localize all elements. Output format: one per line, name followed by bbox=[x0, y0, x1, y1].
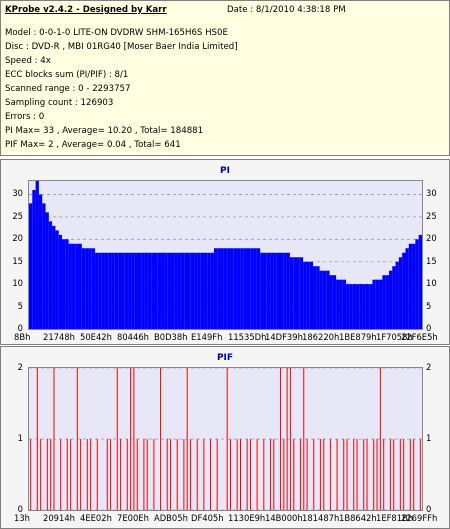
x-tick-label: 11535Dh bbox=[228, 332, 267, 342]
x-tick-label: 1EF81Bh bbox=[376, 513, 414, 523]
x-tick-label: 50E42h bbox=[80, 332, 112, 342]
x-tick-label: 1130E9h bbox=[228, 513, 266, 523]
y-tick-label: 2 bbox=[17, 362, 23, 372]
y-tick-label: 0 bbox=[17, 323, 23, 333]
pif-chart bbox=[29, 368, 422, 510]
y-tick-label: 5 bbox=[17, 300, 23, 311]
x-tick-label: 181487h bbox=[302, 513, 340, 523]
y-tick-label: 0 bbox=[426, 323, 432, 333]
y-tick-label: 1 bbox=[426, 433, 432, 443]
x-tick-label: 1F7058h bbox=[376, 332, 413, 342]
model-line: Model : 0-0-1-0 LITE-ON DVDRW SHM-165H6S… bbox=[5, 28, 228, 38]
y-tick-label: 20 bbox=[12, 233, 23, 244]
pif-plot-area bbox=[28, 367, 423, 511]
pif-chart-panel: PIF 2 1 0 2 1 0 13h 20914h 4EE02h 7E00Eh ADB05h D… bbox=[0, 346, 450, 529]
x-tick-label: 22F6E5h bbox=[401, 332, 438, 342]
x-tick-label: 2269FFh bbox=[401, 513, 438, 523]
errors-line: Errors : 0 bbox=[5, 112, 45, 122]
pi-chart-title: PI bbox=[220, 166, 230, 176]
pif-summary-line: PIF Max= 2 , Average= 0.04 , Total= 641 bbox=[5, 140, 181, 150]
x-tick-label: 20914h bbox=[43, 513, 75, 523]
x-tick-label: E149Fh bbox=[191, 332, 223, 342]
ecc-line: ECC blocks sum (PI/PIF) : 8/1 bbox=[5, 70, 129, 80]
x-tick-label: 80446h bbox=[117, 332, 149, 342]
y-tick-label: 20 bbox=[426, 233, 437, 244]
y-tick-label: 10 bbox=[426, 278, 437, 289]
y-tick-label: 30 bbox=[426, 188, 437, 199]
x-tick-label: B0D38h bbox=[154, 332, 188, 342]
x-tick-label: ADB05h bbox=[154, 513, 188, 523]
y-tick-label: 10 bbox=[12, 278, 23, 289]
app-title: KProbe v2.4.2 - Designed by Karr bbox=[5, 5, 167, 15]
scanned-range-line: Scanned range : 0 - 2293757 bbox=[5, 84, 131, 94]
pi-plot-area bbox=[28, 180, 423, 330]
info-panel: KProbe v2.4.2 - Designed by Karr Date : … bbox=[0, 0, 450, 156]
speed-line: Speed : 4x bbox=[5, 56, 51, 66]
pi-chart-panel: PI 30 25 20 15 10 5 0 30 25 20 15 10 5 0 8Bh 21748h 50… bbox=[0, 159, 450, 345]
y-tick-label: 30 bbox=[12, 188, 23, 199]
y-tick-label: 15 bbox=[426, 255, 437, 266]
y-tick-label: 2 bbox=[426, 362, 432, 372]
x-tick-label: 8Bh bbox=[14, 332, 31, 342]
y-tick-label: 5 bbox=[426, 300, 432, 311]
pif-chart-title: PIF bbox=[216, 353, 234, 363]
x-tick-label: 1BE879h bbox=[339, 332, 377, 342]
y-tick-label: 0 bbox=[17, 504, 23, 514]
y-tick-label: 1 bbox=[17, 433, 23, 443]
disc-line: Disc : DVD-R , MBI 01RG40 [Moser Baer In… bbox=[5, 42, 238, 52]
pi-summary-line: PI Max= 33 , Average= 10.20 , Total= 184… bbox=[5, 126, 204, 136]
x-tick-label: DF405h bbox=[191, 513, 224, 523]
scan-date: Date : 8/1/2010 4:38:18 PM bbox=[227, 5, 346, 15]
y-tick-label: 15 bbox=[12, 255, 23, 266]
y-tick-label: 25 bbox=[12, 210, 23, 221]
x-tick-label: 1B8642h bbox=[339, 513, 377, 523]
x-tick-label: 7E00Eh bbox=[117, 513, 149, 523]
y-tick-label: 25 bbox=[426, 210, 437, 221]
x-tick-label: 14B000h bbox=[265, 513, 303, 523]
y-tick-label: 0 bbox=[426, 504, 432, 514]
x-tick-label: 4EE02h bbox=[80, 513, 112, 523]
x-tick-label: 186220h bbox=[302, 332, 340, 342]
x-tick-label: 14DF39h bbox=[265, 332, 303, 342]
x-tick-label: 13h bbox=[14, 513, 30, 523]
x-tick-label: 21748h bbox=[43, 332, 75, 342]
pi-chart bbox=[29, 181, 422, 329]
sampling-count-line: Sampling count : 126903 bbox=[5, 98, 114, 108]
